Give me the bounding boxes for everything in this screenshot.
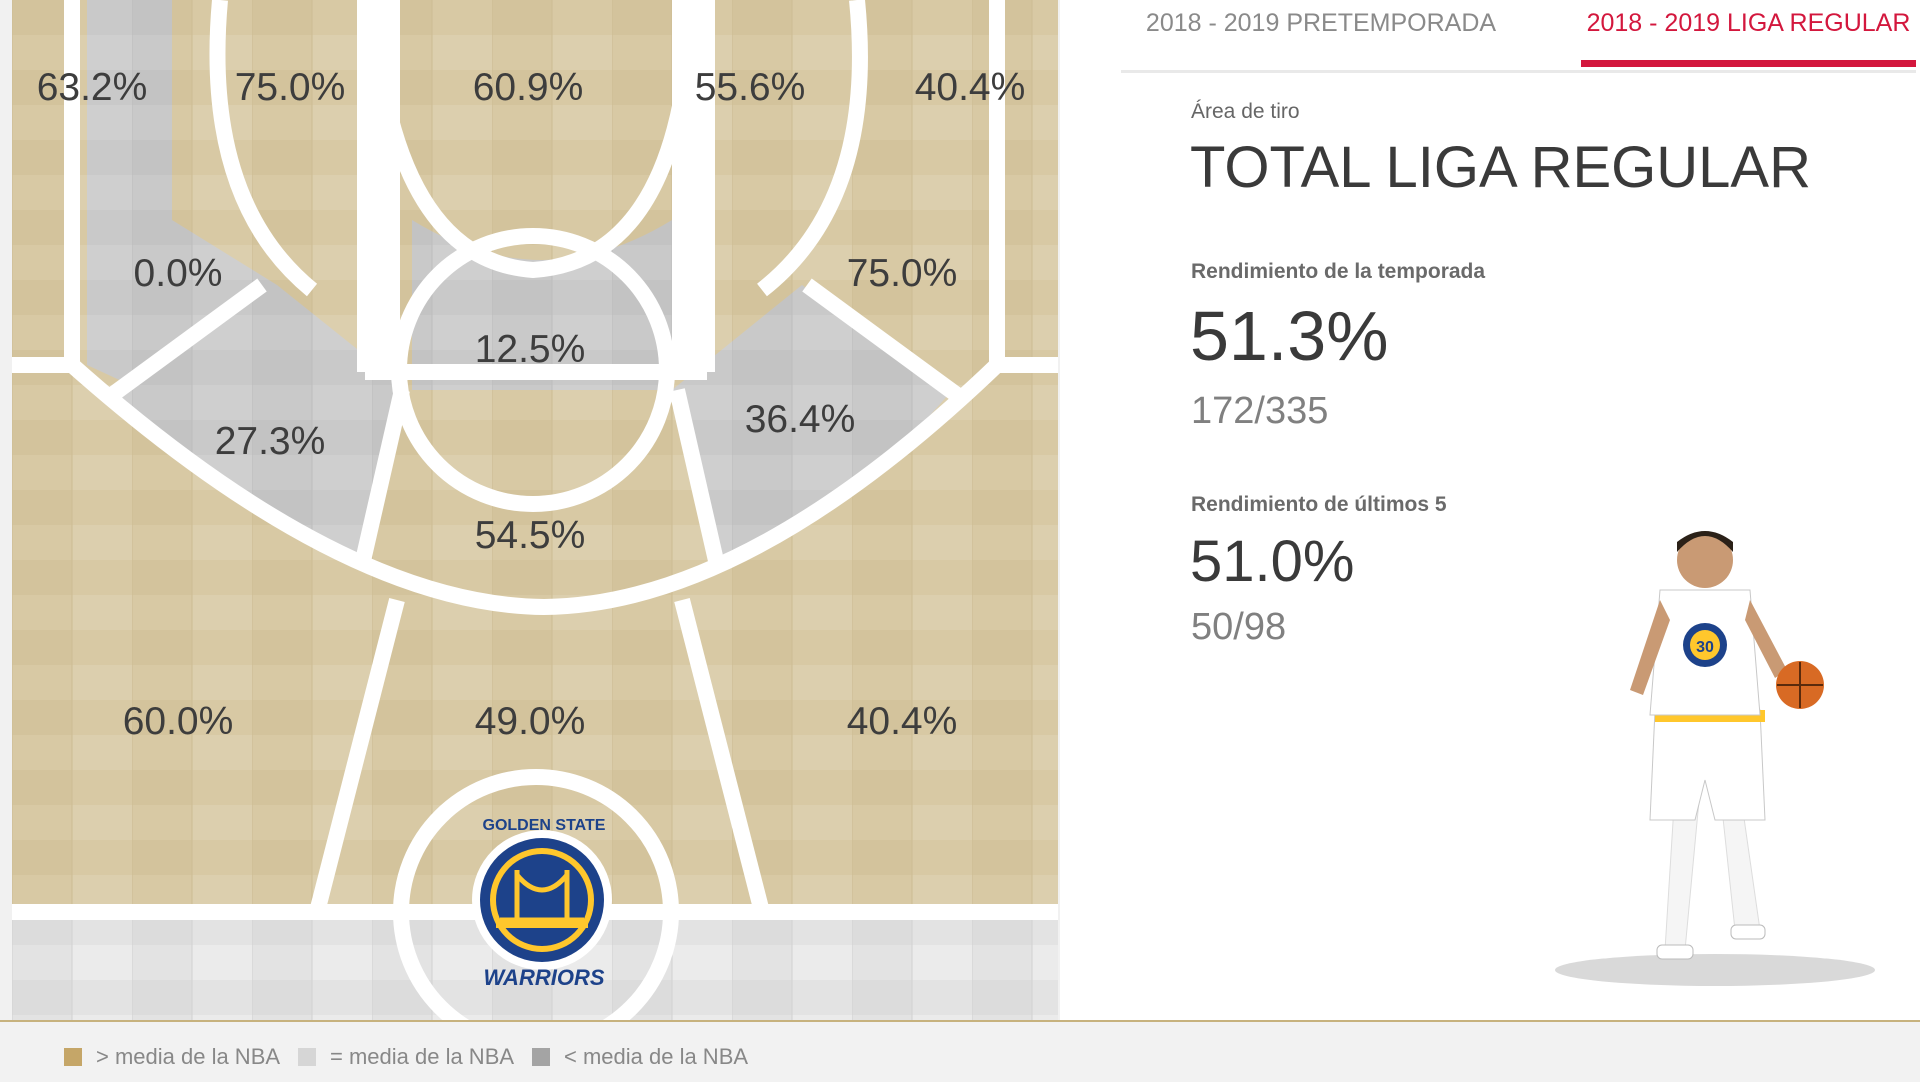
legend-swatch-below	[532, 1048, 550, 1066]
zone-label-paint-top: 54.5%	[475, 514, 586, 557]
legend-swatch-above	[64, 1048, 82, 1066]
zone-left-mid	[112, 285, 402, 560]
zone-label-left-base: 60.0%	[123, 700, 234, 743]
last5-label: Rendimiento de últimos 5	[1191, 493, 1447, 516]
player-image: 30	[1555, 531, 1875, 986]
legend: > media de la NBA = media de la NBA < me…	[0, 1020, 1920, 1082]
season-pct: 51.3%	[1190, 297, 1389, 375]
zone-left-elbow	[87, 0, 277, 395]
warriors-logo	[472, 830, 612, 970]
zone-label-corner-right: 40.4%	[915, 66, 1026, 109]
season-label: Rendimiento de la temporada	[1191, 260, 1486, 283]
last5-pct: 51.0%	[1190, 529, 1355, 594]
zone-label-right-mid: 36.4%	[745, 398, 856, 441]
zone-label-wing-left: 75.0%	[235, 66, 346, 109]
zone-label-right-base: 40.4%	[847, 700, 958, 743]
area-title: TOTAL LIGA REGULAR	[1190, 135, 1812, 200]
area-label: Área de tiro	[1191, 100, 1300, 123]
zone-label-right-elbow: 75.0%	[847, 252, 958, 295]
zone-label-free-throw: 12.5%	[475, 328, 586, 371]
legend-below: < media de la NBA	[564, 1044, 749, 1069]
tab-preseason[interactable]: 2018 - 2019 PRETEMPORADA	[1145, 9, 1497, 37]
zone-label-top-center: 60.9%	[473, 66, 584, 109]
last5-ratio: 50/98	[1191, 606, 1287, 648]
zone-label-corner-left: 63.2%	[37, 66, 148, 109]
season-tabs: 2018 - 2019 PRETEMPORADA 2018 - 2019 LIG…	[1121, 0, 1916, 73]
legend-above: > media de la NBA	[96, 1044, 281, 1069]
logo-text-top: GOLDEN STATE	[483, 817, 606, 834]
shot-chart: GOLDEN STATE WARRIORS 63.2% 75.0% 60.9% …	[12, 0, 1058, 1020]
season-ratio: 172/335	[1191, 390, 1329, 432]
zone-label-left-mid: 27.3%	[215, 420, 326, 463]
zone-label-left-elbow: 0.0%	[134, 252, 223, 295]
logo-text-bottom: WARRIORS	[484, 965, 605, 990]
zone-label-restricted: 49.0%	[475, 700, 586, 743]
tab-regular-season[interactable]: 2018 - 2019 LIGA REGULAR	[1581, 0, 1916, 67]
zone-right-mid	[672, 285, 952, 565]
legend-swatch-equal	[298, 1048, 316, 1066]
stats-panel: 2018 - 2019 PRETEMPORADA 2018 - 2019 LIG…	[1060, 0, 1920, 1020]
svg-text:30: 30	[1696, 639, 1714, 656]
zone-label-wing-right: 55.6%	[695, 66, 806, 109]
legend-equal: = media de la NBA	[330, 1044, 515, 1069]
